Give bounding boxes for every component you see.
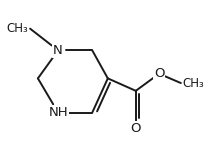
Text: CH₃: CH₃ bbox=[6, 22, 28, 35]
Text: NH: NH bbox=[48, 106, 68, 119]
Text: O: O bbox=[154, 67, 164, 80]
Text: CH₃: CH₃ bbox=[182, 77, 204, 90]
Text: O: O bbox=[131, 122, 141, 135]
Text: N: N bbox=[53, 44, 63, 57]
